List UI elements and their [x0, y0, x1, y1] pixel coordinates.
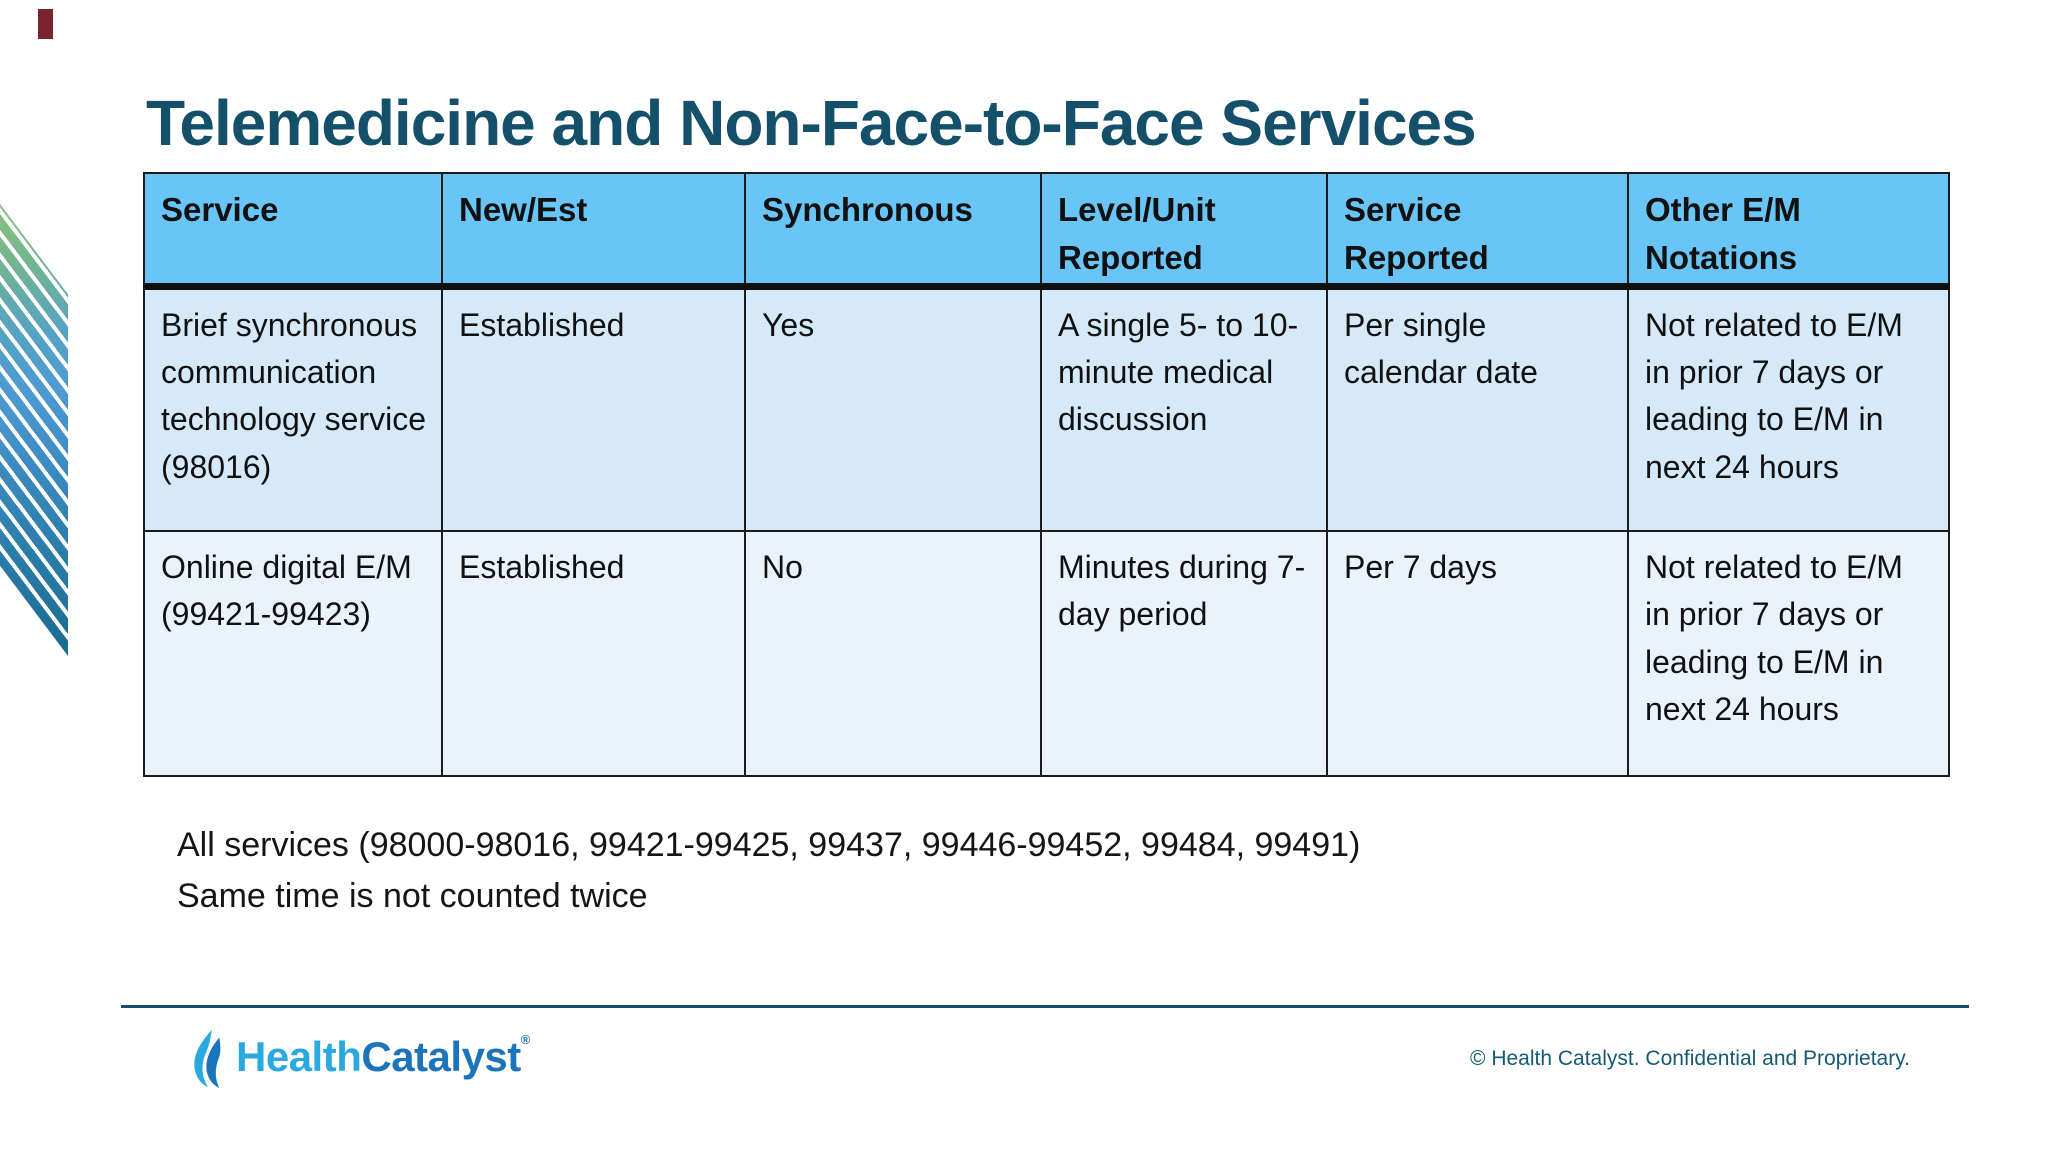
header-cell-service: Service [143, 172, 443, 290]
header-cell-synchronous: Synchronous [744, 172, 1042, 290]
header-cell-other-em: Other E/M Notations [1627, 172, 1950, 290]
copyright-text: © Health Catalyst. Confidential and Prop… [1470, 1047, 1910, 1070]
logo-text-catalyst: Catalyst [361, 1033, 521, 1080]
header-cell-new-est: New/Est [441, 172, 746, 290]
table-cell: Established [441, 285, 746, 532]
table-cell: Yes [744, 285, 1042, 532]
table-cell: No [744, 530, 1042, 777]
logo-text-health: Health [236, 1033, 362, 1080]
table-header-row: Service New/Est Synchronous Level/Unit R… [143, 172, 1950, 290]
notes: All services (98000-98016, 99421-99425, … [177, 820, 1360, 922]
table-cell: Online digital E/M (99421-99423) [143, 530, 443, 777]
table-cell: A single 5- to 10-minute medical discuss… [1040, 285, 1328, 532]
table-cell: Not related to E/M in prior 7 days or le… [1627, 285, 1950, 532]
flame-icon [194, 1030, 221, 1088]
table-cell: Per 7 days [1326, 530, 1629, 777]
table-cell: Per single calendar date [1326, 285, 1629, 532]
corner-mark [38, 9, 53, 39]
table-row: Brief synchronous communication technolo… [143, 285, 1950, 532]
header-cell-level-unit: Level/Unit Reported [1040, 172, 1328, 290]
registered-mark: ® [520, 1032, 531, 1047]
diagonal-stripes-decoration [0, 204, 68, 656]
table-cell: Established [441, 530, 746, 777]
note-line-same-time: Same time is not counted twice [177, 877, 648, 915]
footer-divider [121, 1005, 1969, 1008]
note-line-all-services: All services (98000-98016, 99421-99425, … [177, 826, 1361, 864]
table-cell: Minutes during 7-day period [1040, 530, 1328, 777]
header-cell-service-reported: Service Reported [1326, 172, 1629, 290]
slide-title: Telemedicine and Non-Face-to-Face Servic… [146, 86, 1477, 159]
table-row: Online digital E/M (99421-99423) Establi… [143, 530, 1950, 777]
logo-text: HealthCatalyst® [236, 1030, 530, 1085]
health-catalyst-logo: HealthCatalyst® [188, 1030, 530, 1088]
table-cell: Not related to E/M in prior 7 days or le… [1627, 530, 1950, 777]
table-cell: Brief synchronous communication technolo… [143, 285, 443, 532]
services-table: Service New/Est Synchronous Level/Unit R… [143, 172, 1950, 777]
